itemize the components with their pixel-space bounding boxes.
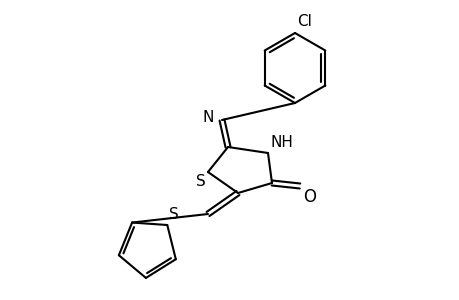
Text: S: S: [169, 207, 179, 222]
Text: Cl: Cl: [297, 14, 311, 29]
Text: S: S: [196, 174, 206, 189]
Text: N: N: [202, 110, 213, 125]
Text: O: O: [302, 188, 315, 206]
Text: NH: NH: [270, 135, 293, 150]
